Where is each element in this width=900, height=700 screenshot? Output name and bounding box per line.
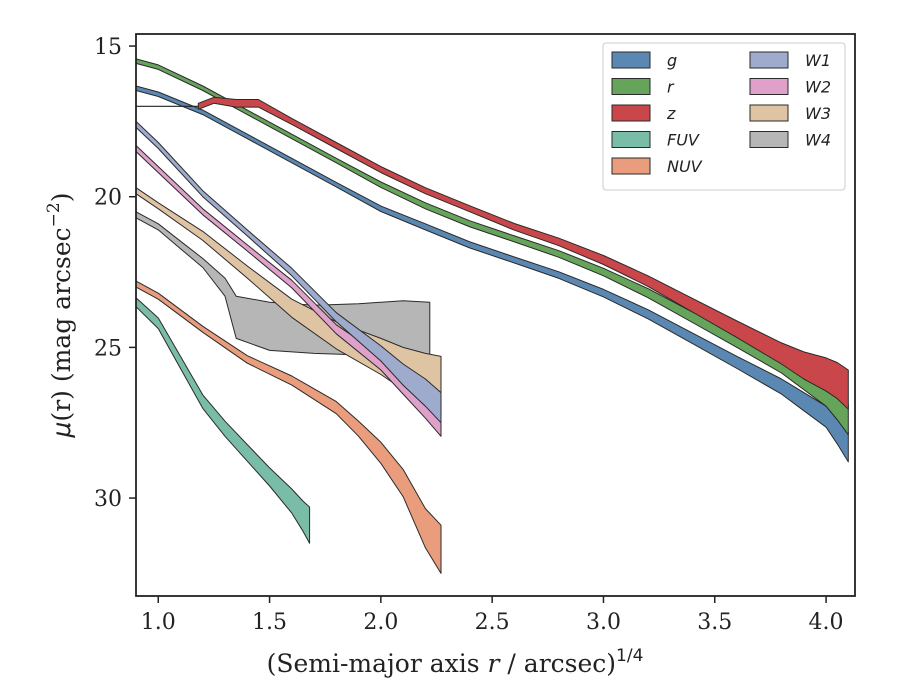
plot-frame: [135, 33, 856, 597]
legend-swatch-w4: [749, 131, 789, 148]
x-axis-title-prefix: (Semi-major axis: [267, 649, 488, 678]
series-band-r: [135, 58, 849, 436]
x-axis-title-var: r: [488, 649, 502, 678]
legend-label-g: g: [667, 51, 677, 70]
series-band-fuv: [135, 297, 311, 544]
legend-label-r: r: [667, 78, 675, 97]
legend-label-w3: W3: [805, 104, 831, 123]
y-tick-label: 30: [94, 487, 122, 512]
series-bands: [135, 58, 849, 574]
y-axis-title-unit: (mag arcsec: [47, 227, 76, 390]
series-band-w1: [135, 120, 442, 424]
y-tick-label: 25: [94, 336, 122, 361]
x-axis-title-exponent: 1/4: [616, 646, 643, 666]
legend-swatch-w1: [749, 51, 789, 69]
y-axis-title-exponent: −2: [44, 202, 64, 227]
y-tick-label: 15: [94, 35, 122, 60]
legend-swatch-nuv: [611, 157, 651, 175]
legend-label-w2: W2: [805, 78, 831, 97]
legend-label-fuv: FUV: [667, 131, 700, 150]
legend: grz FUV NUV W1 W2 W3 W4: [602, 42, 846, 191]
legend-label-z: z: [666, 104, 676, 123]
x-axis-title-suffix: / arcsec): [499, 649, 616, 678]
y-axis-title-mu: μ: [47, 422, 76, 439]
series-band-z: [197, 96, 849, 410]
x-tick-label: 2.0: [363, 610, 398, 635]
x-tick-label: 1.0: [141, 610, 176, 635]
series-band-g: [135, 85, 849, 463]
x-tick-label: 3.0: [586, 610, 621, 635]
legend-label-w4: W4: [805, 131, 831, 150]
y-axis-title-arg: (r): [47, 390, 76, 421]
series-band-w2: [135, 145, 442, 437]
series-band-nuv: [135, 280, 442, 574]
legend-swatch-w2: [749, 78, 789, 95]
x-axis-title: (Semi-major axis r / arcsec)1/4: [267, 646, 644, 678]
y-axis-title-close: ): [47, 193, 76, 203]
y-tick-label: 20: [94, 186, 122, 211]
legend-swatch-g: [611, 51, 651, 69]
y-axis-title: μ(r) (mag arcsec−2): [44, 193, 76, 439]
axis-ticks: 1.0 1.5 2.0 2.5 3.0 3.5 4.0 15 20 25 30: [94, 35, 844, 635]
x-tick-label: 4.0: [809, 610, 844, 635]
x-tick-label: 3.5: [697, 610, 732, 635]
x-tick-label: 2.5: [475, 610, 510, 635]
legend-swatch-z: [611, 104, 651, 122]
legend-swatch-fuv: [611, 131, 651, 148]
legend-label-w1: W1: [805, 51, 831, 70]
legend-swatch-r: [611, 78, 651, 95]
x-tick-label: 1.5: [252, 610, 287, 635]
legend-label-nuv: NUV: [667, 157, 703, 176]
legend-swatch-w3: [749, 104, 789, 122]
legend-entries: grz FUV NUV W1 W2 W3 W4: [611, 51, 831, 176]
